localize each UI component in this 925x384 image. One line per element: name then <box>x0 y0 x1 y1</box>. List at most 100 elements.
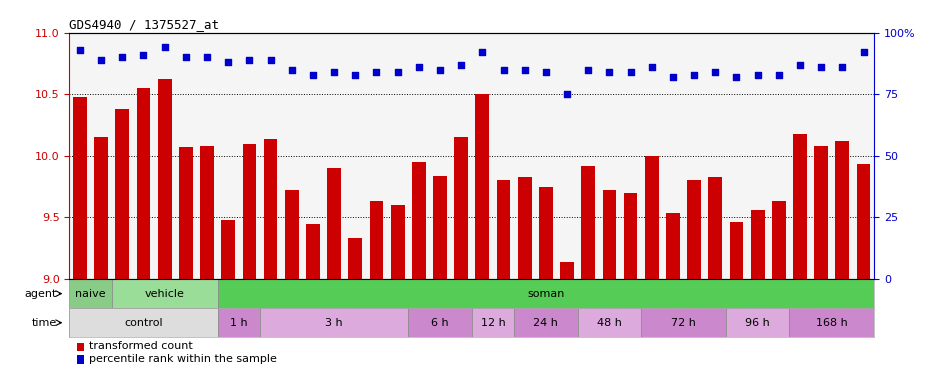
Text: 6 h: 6 h <box>431 318 449 328</box>
Bar <box>472 308 514 337</box>
Bar <box>454 137 468 279</box>
Bar <box>789 308 874 337</box>
Bar <box>370 202 383 279</box>
Point <box>517 66 532 73</box>
Point <box>115 54 130 60</box>
Point <box>93 57 108 63</box>
Text: agent: agent <box>24 289 56 299</box>
Bar <box>835 141 849 279</box>
Bar <box>112 279 217 308</box>
Bar <box>475 94 489 279</box>
Text: naive: naive <box>75 289 105 299</box>
Point <box>496 66 511 73</box>
Bar <box>264 139 278 279</box>
Text: time: time <box>31 318 56 328</box>
Point <box>538 69 553 75</box>
Point <box>454 61 469 68</box>
Bar <box>602 190 616 279</box>
Point <box>729 74 744 80</box>
Bar <box>641 308 726 337</box>
Bar <box>158 79 171 279</box>
Point <box>284 66 299 73</box>
Bar <box>137 88 151 279</box>
Text: 1 h: 1 h <box>230 318 248 328</box>
Point <box>348 71 363 78</box>
Bar <box>221 220 235 279</box>
Point <box>835 64 850 70</box>
Point <box>581 66 596 73</box>
Point <box>857 49 871 55</box>
Bar <box>217 279 874 308</box>
Text: 168 h: 168 h <box>816 318 847 328</box>
Bar <box>518 177 532 279</box>
Text: vehicle: vehicle <box>144 289 185 299</box>
Bar <box>433 175 447 279</box>
Text: 12 h: 12 h <box>481 318 505 328</box>
Bar <box>793 134 807 279</box>
Point <box>793 61 808 68</box>
Bar <box>497 180 511 279</box>
Bar <box>242 144 256 279</box>
Point <box>771 71 786 78</box>
Bar <box>94 137 108 279</box>
Bar <box>772 202 785 279</box>
Text: 3 h: 3 h <box>326 318 343 328</box>
Point <box>412 64 426 70</box>
Bar <box>73 97 87 279</box>
Bar <box>200 146 214 279</box>
Bar <box>645 156 659 279</box>
Bar <box>116 109 130 279</box>
Point <box>475 49 489 55</box>
Bar <box>217 308 260 337</box>
Text: 96 h: 96 h <box>746 318 770 328</box>
Bar <box>666 212 680 279</box>
Point <box>327 69 341 75</box>
Bar <box>306 223 320 279</box>
Point <box>221 59 236 65</box>
Bar <box>623 193 637 279</box>
Text: GDS4940 / 1375527_at: GDS4940 / 1375527_at <box>69 18 219 31</box>
Bar <box>730 222 744 279</box>
Bar <box>78 355 84 364</box>
Point <box>665 74 680 80</box>
Point <box>645 64 660 70</box>
Point <box>263 57 278 63</box>
Point <box>708 69 722 75</box>
Bar <box>726 308 789 337</box>
Point <box>390 69 405 75</box>
Point <box>433 66 448 73</box>
Bar <box>687 180 701 279</box>
Text: transformed count: transformed count <box>90 341 193 351</box>
Text: 72 h: 72 h <box>672 318 696 328</box>
Bar <box>581 166 595 279</box>
Point <box>305 71 320 78</box>
Point <box>200 54 215 60</box>
Point <box>157 44 172 50</box>
Text: control: control <box>124 318 163 328</box>
Bar <box>260 308 408 337</box>
Bar <box>69 308 217 337</box>
Point <box>242 57 257 63</box>
Bar <box>390 205 404 279</box>
Bar <box>408 308 472 337</box>
Point <box>369 69 384 75</box>
Bar <box>78 343 84 351</box>
Bar <box>814 146 828 279</box>
Bar <box>179 147 192 279</box>
Point <box>136 52 151 58</box>
Point <box>814 64 829 70</box>
Bar <box>327 168 341 279</box>
Bar <box>751 210 765 279</box>
Bar <box>285 190 299 279</box>
Bar <box>69 279 112 308</box>
Point <box>686 71 701 78</box>
Point <box>602 69 617 75</box>
Bar <box>709 177 722 279</box>
Point <box>623 69 638 75</box>
Bar <box>514 308 577 337</box>
Text: 48 h: 48 h <box>597 318 622 328</box>
Text: percentile rank within the sample: percentile rank within the sample <box>90 354 278 364</box>
Text: 24 h: 24 h <box>534 318 559 328</box>
Point <box>750 71 765 78</box>
Bar <box>349 238 363 279</box>
